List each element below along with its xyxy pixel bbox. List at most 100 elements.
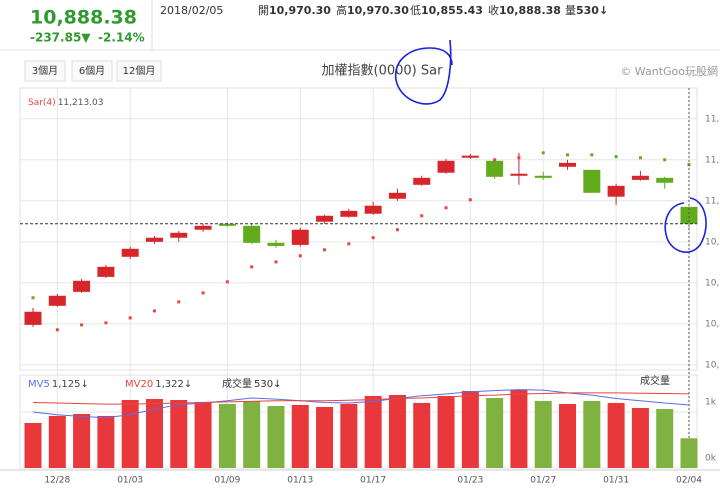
x-tick-label: 01/31 (603, 476, 629, 486)
volume-bar (218, 403, 236, 468)
candle-body (364, 205, 382, 214)
sar-dot (638, 156, 642, 160)
volume-bar (194, 401, 212, 468)
x-tick-label: 12/28 (44, 476, 70, 486)
candle-body (607, 185, 625, 197)
quote-value: 530↓ (576, 4, 608, 17)
legend-value: 1,125↓ (52, 379, 89, 390)
x-tick-label: 01/23 (457, 476, 483, 486)
candle-body (97, 266, 115, 277)
sar-dot (371, 236, 375, 240)
candle-body (291, 229, 309, 245)
legend-item: Sar(4) 11,213.03 (28, 98, 104, 108)
sar-dot (347, 242, 351, 246)
sar-dot (663, 158, 667, 162)
sar-dot (566, 153, 570, 157)
x-tick-label: 01/27 (530, 476, 556, 486)
volume-bar (145, 398, 163, 468)
sar-dot (614, 155, 618, 159)
moving-average (32, 392, 690, 405)
sar-dot (152, 309, 156, 313)
quote-label: 開 (258, 4, 269, 17)
volume-bar (291, 404, 309, 468)
sar-dot (177, 300, 181, 304)
y-tick-label: 11,000 (705, 196, 720, 206)
legend-item: 成交量 530↓ (222, 377, 281, 390)
candle-body (73, 280, 91, 292)
change-pct: -2.14% (98, 31, 145, 45)
chart-title: 加權指數(0000) Sar (322, 64, 444, 79)
quote-label: 低 (410, 4, 421, 17)
toolbar-button[interactable] (24, 60, 66, 82)
candle-body (583, 169, 601, 193)
sar-dot (128, 316, 132, 320)
candle-body (316, 215, 334, 222)
legend-name: 成交量 (222, 377, 252, 390)
x-tick-label: 01/17 (360, 476, 386, 486)
candle-body (388, 192, 406, 199)
volume-bar (486, 397, 504, 468)
candle-body (48, 295, 66, 306)
candle-body (194, 225, 212, 230)
quote-label: 收 (488, 3, 499, 17)
candle-body (656, 177, 674, 183)
sar-dot (541, 151, 545, 155)
copyright: © WantGoo玩股網 (620, 64, 718, 78)
legend-item: MV5 1,125↓ (28, 379, 89, 390)
quote-item: 收10,888.38 (488, 3, 561, 17)
annotation (664, 197, 707, 253)
sar-dot (468, 198, 472, 202)
sar-dot (104, 321, 108, 325)
volume-bar (73, 413, 91, 468)
legend-name: Sar(4) (28, 98, 56, 108)
sar-dot (201, 291, 205, 295)
candle-body (243, 225, 261, 243)
candle-body (486, 160, 504, 177)
legend-name: MV20 (125, 379, 153, 390)
x-tick-label: 01/03 (117, 476, 143, 486)
legend-item: MV20 1,322↓ (125, 379, 192, 390)
y-tick-label: 10,800 (705, 237, 720, 247)
candle-body (218, 223, 236, 226)
candle-body (461, 155, 479, 158)
volume-bar (437, 395, 455, 468)
toolbar-button-label: 12個月 (123, 64, 156, 77)
volume-bar (121, 399, 139, 468)
plot-frame (19, 87, 698, 371)
sar-dot (420, 214, 424, 218)
sar-dot (55, 328, 59, 332)
volume-bar (680, 438, 698, 468)
y-tick-label: 11,200 (705, 155, 720, 165)
volume-bar (316, 406, 334, 468)
volume-bar (461, 390, 479, 468)
moving-average (32, 389, 690, 419)
panel-label: 成交量 (640, 374, 670, 387)
sar-dot (274, 260, 278, 264)
toolbar-button[interactable] (116, 60, 162, 82)
candle-body (680, 206, 698, 224)
legend-value: 11,213.03 (58, 98, 104, 108)
toolbar-button[interactable] (71, 60, 113, 82)
volume-bar (607, 402, 625, 468)
annotation (394, 39, 453, 105)
volume-bar (656, 408, 674, 468)
volume-bar (97, 415, 115, 468)
y-tick-label: 11,400 (705, 114, 720, 124)
candle-body (267, 242, 285, 246)
candle-body (559, 162, 577, 167)
volume-bar (583, 400, 601, 468)
quote-item: 量530↓ (565, 4, 608, 17)
quote-label: 量 (565, 4, 576, 17)
y-tick-label: 10,400 (705, 319, 720, 329)
quote-value: 10,970.30 (347, 4, 409, 17)
candle-body (413, 177, 431, 185)
sar-dot (323, 248, 327, 252)
candle-body (145, 237, 163, 242)
quote-item: 開10,970.30 (258, 4, 331, 17)
sar-dot (31, 296, 35, 300)
y-tick-label: 10,600 (705, 278, 720, 288)
candle-body (24, 311, 42, 325)
quote-value: 10,855.43 (421, 4, 483, 17)
x-tick-label: 01/09 (214, 476, 240, 486)
